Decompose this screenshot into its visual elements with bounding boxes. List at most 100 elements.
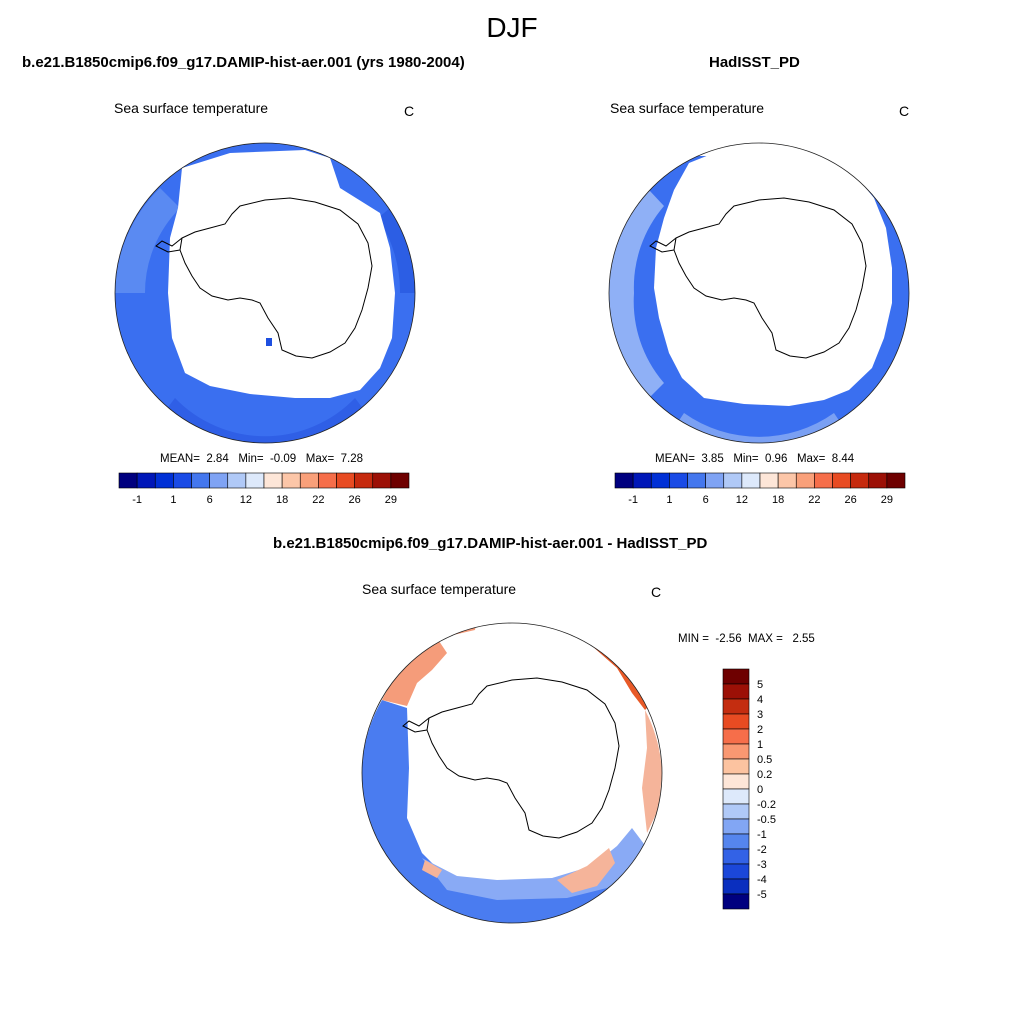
map-boundary: [608, 142, 910, 444]
colorbar-diff-tick-label: 0.2: [757, 769, 772, 781]
colorbar-diff-tick-label: 4: [757, 694, 763, 706]
map-background: [362, 623, 662, 923]
colorbar-model-swatch: [390, 472, 410, 489]
colorbar-obs-tick-label: -1: [628, 494, 638, 506]
colorbar-model: -1 1 6 12 18 22 26 29: [118, 472, 410, 506]
colorbar-model-tick-label: 22: [312, 494, 324, 506]
colorbar-model-swatch: [227, 472, 247, 489]
positive-anomaly-region-east: [642, 710, 662, 833]
positive-anomaly-region-west: [382, 638, 447, 706]
colorbar-diff-swatch: [722, 683, 750, 700]
colorbar-diff-swatch: [722, 773, 750, 790]
colorbar-model-swatch: [318, 472, 337, 489]
colorbar-model-tick-label: 12: [240, 494, 252, 506]
small-ocean-cell: [266, 338, 272, 346]
warmer-ocean-band: [609, 190, 664, 398]
colorbar-diff-tick-label: 2: [757, 724, 763, 736]
colorbar-model-swatch: [191, 472, 210, 489]
colorbar-obs-tick-label: 1: [666, 494, 672, 506]
colorbar-model-swatch: [173, 472, 192, 489]
antarctic-peninsula-coastline: [649, 237, 677, 253]
colorbar-diff-tick-label: 3: [757, 709, 763, 721]
antarctic-peninsula-coastline: [402, 717, 430, 733]
colorbar-obs-swatch: [614, 472, 634, 489]
colorbar-model-swatch: [299, 472, 319, 489]
colorbar-obs-swatch: [650, 472, 670, 489]
colorbar-obs-swatch: [868, 472, 888, 489]
colorbar-model-tick-label: 18: [276, 494, 288, 506]
colorbar-obs-tick-label: 29: [881, 494, 893, 506]
colorbar-diff-tick-label: 0: [757, 784, 763, 796]
colorbar-diff-swatch: [722, 743, 750, 760]
mean-label: MEAN=: [160, 453, 200, 465]
min-label: Min=: [238, 453, 264, 465]
colorbar-diff-swatch: [722, 788, 750, 805]
min-value: -0.09: [269, 453, 297, 465]
positive-anomaly-region-northeast: [577, 630, 652, 710]
colorbar-model-swatch: [263, 472, 283, 489]
colorbar-model-swatch: [209, 472, 229, 489]
colorbar-obs-swatch: [795, 472, 815, 489]
map-model: [114, 142, 416, 444]
positive-anomaly-patch-southwest: [422, 860, 442, 878]
variable-label-obs: Sea surface temperature: [610, 100, 765, 116]
colorbar-model-swatch: [372, 472, 392, 489]
colorbar-model-tick-label: 6: [207, 494, 213, 506]
colorbar-obs-swatch: [814, 472, 833, 489]
max-value: 8.44: [831, 453, 855, 465]
min-label: Min=: [733, 453, 759, 465]
colorbar-diff-swatch: [722, 668, 750, 685]
colorbar-diff-swatch: [722, 893, 750, 910]
colorbar-diff-tick-label: -5: [757, 889, 767, 901]
max-value: 7.28: [340, 453, 364, 465]
colorbar-model-tick-label: 26: [349, 494, 361, 506]
colorbar-obs-swatch: [850, 472, 870, 489]
colorbar-diff-swatch: [722, 713, 750, 730]
max-value: 2.55: [792, 633, 815, 645]
figure-title: DJF: [486, 12, 538, 43]
antarctica-coastline: [673, 197, 867, 359]
max-label: MAX =: [748, 633, 783, 645]
colorbar-model-swatch: [154, 472, 174, 489]
colorbar-obs-swatch: [759, 472, 779, 489]
panel-title-obs: HadISST_PD: [709, 54, 800, 71]
map-obs: [608, 142, 910, 444]
colorbar-diff-tick-label: -3: [757, 859, 767, 871]
stats-model: MEAN= 2.84 Min= -0.09 Max= 7.28: [160, 453, 363, 465]
colorbar-obs-swatch: [832, 472, 851, 489]
colorbar-model-swatch: [354, 472, 374, 489]
colorbar-diff-tick-label: -2: [757, 844, 767, 856]
mean-value: 3.85: [701, 453, 724, 465]
colder-ocean-band-east: [378, 208, 415, 293]
colorbar-obs: -1 1 6 12 18 22 26 29: [614, 472, 906, 506]
colorbar-diff-swatch: [722, 833, 750, 850]
colorbar-obs-swatch: [632, 472, 652, 489]
variable-label-diff: Sea surface temperature: [362, 581, 517, 597]
colorbar-obs-tick-label: 18: [772, 494, 784, 506]
colorbar-diff-tick-label: -4: [757, 874, 767, 886]
antarctica-coastline: [426, 677, 620, 839]
units-label-diff: C: [651, 584, 662, 600]
panel-title-diff: b.e21.B1850cmip6.f09_g17.DAMIP-hist-aer.…: [273, 535, 708, 552]
colorbar-diff-tick-label: -1: [757, 829, 767, 841]
map-boundary: [361, 622, 663, 924]
mean-value: 2.84: [206, 453, 229, 465]
min-value: -2.56: [715, 633, 742, 645]
min-label: MIN =: [678, 633, 709, 645]
colorbar-obs-swatch: [669, 472, 688, 489]
min-value: 0.96: [764, 453, 788, 465]
stats-obs: MEAN= 3.85 Min= 0.96 Max= 8.44: [655, 453, 854, 465]
colorbar-obs-tick-label: 6: [703, 494, 709, 506]
colorbar-diff: 5 4 3 2 1 0.5 0.2 0 -0.2 -0.5 -1 -2 -3 -4 -5: [722, 668, 776, 910]
units-label-model: C: [404, 103, 415, 119]
units-label-obs: C: [899, 103, 910, 119]
colorbar-model-swatch: [245, 472, 265, 489]
colorbar-model-swatch: [118, 472, 138, 489]
colorbar-diff-swatch: [722, 728, 750, 745]
variable-label-model: Sea surface temperature: [114, 100, 269, 116]
colorbar-diff-swatch: [722, 803, 750, 820]
colorbar-obs-swatch: [741, 472, 761, 489]
sea-ice-mask: [168, 150, 395, 398]
colorbar-diff-swatch: [722, 758, 750, 775]
colorbar-model-tick-label: 1: [170, 494, 176, 506]
